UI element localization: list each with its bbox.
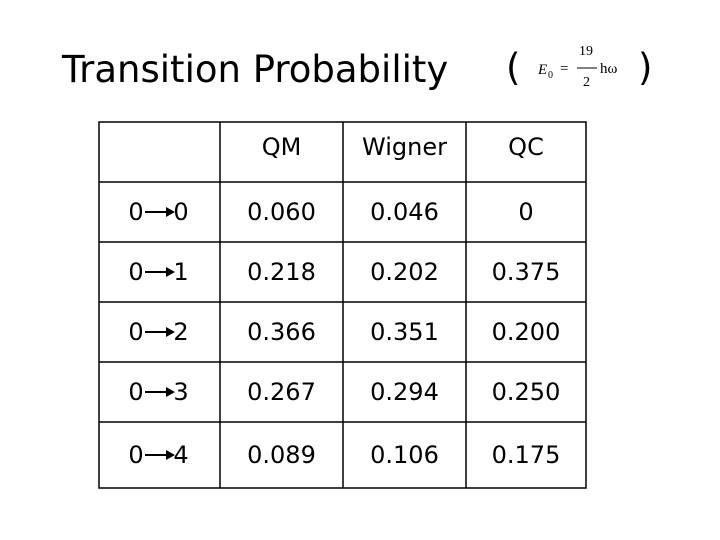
table-cell: 0.106 — [370, 441, 439, 469]
formula-eq: = — [560, 61, 569, 77]
table-cell: 0.366 — [247, 318, 316, 346]
state-from: 0 — [128, 198, 144, 226]
formula-rhs: hω — [600, 61, 618, 77]
table-cell: 0.267 — [247, 378, 316, 406]
table-cell: 0.250 — [491, 378, 561, 406]
table-cell: 0.294 — [370, 378, 439, 406]
table-grid — [98, 121, 587, 489]
column-header: Wigner — [362, 133, 447, 161]
formula-lhs: E — [538, 62, 548, 78]
state-from: 0 — [128, 318, 144, 346]
state-from: 0 — [128, 258, 144, 286]
table-cell: 0.218 — [247, 258, 316, 286]
state-to: 4 — [173, 441, 189, 469]
table-cell: 0.175 — [491, 441, 561, 469]
arrow-head — [166, 387, 175, 397]
state-to: 2 — [173, 318, 189, 346]
arrow-head — [166, 267, 175, 277]
table-cell: 0 — [518, 198, 534, 226]
arrow-head — [166, 327, 175, 337]
state-to: 3 — [173, 378, 189, 406]
table-cell: 0.202 — [370, 258, 439, 286]
formula-num: 19 — [579, 44, 593, 59]
paren-close: ) — [638, 46, 653, 89]
state-from: 0 — [128, 378, 144, 406]
formula-den: 2 — [583, 75, 590, 90]
arrow-head — [166, 207, 175, 217]
table-cell: 0.200 — [491, 318, 561, 346]
table-cell: 0.089 — [247, 441, 316, 469]
table-cell: 0.375 — [491, 258, 561, 286]
table-cell: 0.046 — [370, 198, 439, 226]
paren-open: ( — [506, 46, 521, 89]
column-header: QC — [508, 133, 544, 161]
state-to: 1 — [173, 258, 189, 286]
table-cell: 0.060 — [247, 198, 316, 226]
column-header: QM — [261, 133, 302, 161]
state-to: 0 — [173, 198, 189, 226]
formula-sub: 0 — [548, 70, 553, 81]
title: Transition Probability — [62, 48, 449, 91]
arrow-head — [166, 450, 175, 460]
state-from: 0 — [128, 441, 144, 469]
table-cell: 0.351 — [370, 318, 439, 346]
